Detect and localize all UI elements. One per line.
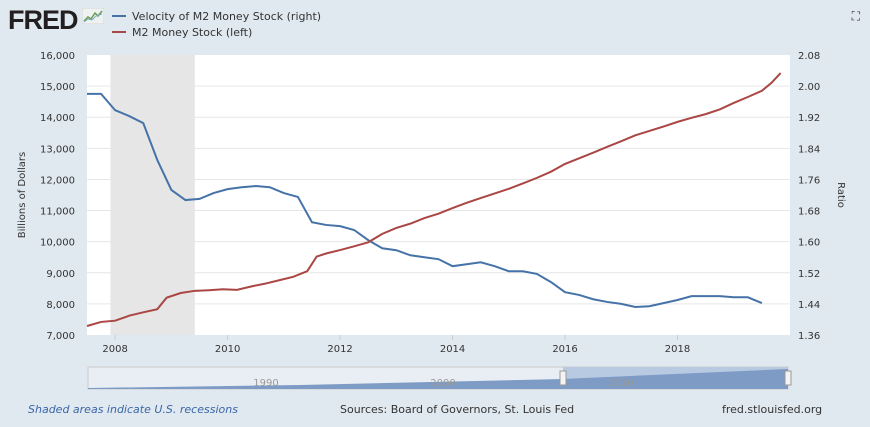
- navigator[interactable]: 1990 2000 2010: [87, 366, 792, 390]
- x-tick: 2018: [665, 344, 690, 355]
- plot-area: [87, 55, 790, 335]
- navigator-label: 2000: [430, 378, 455, 389]
- legend-item-m2[interactable]: M2 Money Stock (left): [112, 24, 321, 40]
- y-tick-left: 9,000: [46, 269, 75, 280]
- y-tick-left: 8,000: [46, 300, 75, 311]
- y-tick-right: 1.44: [798, 300, 820, 311]
- velocity-line: [87, 92, 763, 309]
- y-tick-left: 13,000: [40, 144, 75, 155]
- y-tick-left: 11,000: [40, 207, 75, 218]
- expand-icon[interactable]: ⛶: [851, 9, 860, 23]
- y-tick-left: 10,000: [40, 238, 75, 249]
- navigator-handle[interactable]: [784, 370, 792, 386]
- y-tick-left: 7,000: [46, 331, 75, 342]
- legend-item-velocity[interactable]: Velocity of M2 Money Stock (right): [112, 8, 321, 24]
- y-tick-right: 1.68: [798, 207, 820, 218]
- y-tick-right: 1.92: [798, 113, 820, 124]
- y-tick-left: 14,000: [40, 113, 75, 124]
- recession-note[interactable]: Shaded areas indicate U.S. recessions: [28, 403, 238, 416]
- y-tick-right: 1.84: [798, 144, 820, 155]
- y-tick-right: 1.76: [798, 175, 820, 186]
- chart: Billions of Dollars Ratio 7,000 1.36 8,000…: [17, 51, 846, 390]
- y-axis-right-label: Ratio: [835, 182, 846, 208]
- y-tick-right: 1.36: [798, 331, 820, 342]
- legend-label: M2 Money Stock (left): [132, 25, 253, 39]
- y-tick-left: 16,000: [40, 51, 75, 62]
- fred-logo[interactable]: FRED: [8, 5, 78, 35]
- site-link[interactable]: fred.stlouisfed.org: [722, 403, 823, 416]
- x-tick: 2014: [440, 344, 465, 355]
- y-tick-right: 2.08: [798, 51, 820, 62]
- sources: Sources: Board of Governors, St. Louis F…: [340, 403, 575, 416]
- x-tick: 2016: [552, 344, 577, 355]
- legend: Velocity of M2 Money Stock (right) M2 Mo…: [112, 8, 321, 40]
- y-tick-right: 1.52: [798, 269, 820, 280]
- x-tick: 2012: [327, 344, 352, 355]
- y-axis-left-label: Billions of Dollars: [17, 152, 28, 238]
- y-tick-left: 12,000: [40, 175, 75, 186]
- recession-shade: [110, 55, 195, 335]
- m2-line: [86, 72, 782, 327]
- y-tick-left: 15,000: [40, 82, 75, 93]
- x-tick: 2010: [215, 344, 240, 355]
- x-tick: 2008: [102, 344, 127, 355]
- navigator-series: [88, 369, 788, 389]
- navigator-label: 2010: [608, 378, 633, 389]
- y-tick-right: 2.00: [798, 82, 820, 93]
- y-tick-right: 1.60: [798, 238, 820, 249]
- chart-logo-icon: [82, 8, 104, 24]
- navigator-handle[interactable]: [559, 370, 567, 386]
- legend-label: Velocity of M2 Money Stock (right): [132, 9, 322, 23]
- navigator-label: 1990: [253, 378, 278, 389]
